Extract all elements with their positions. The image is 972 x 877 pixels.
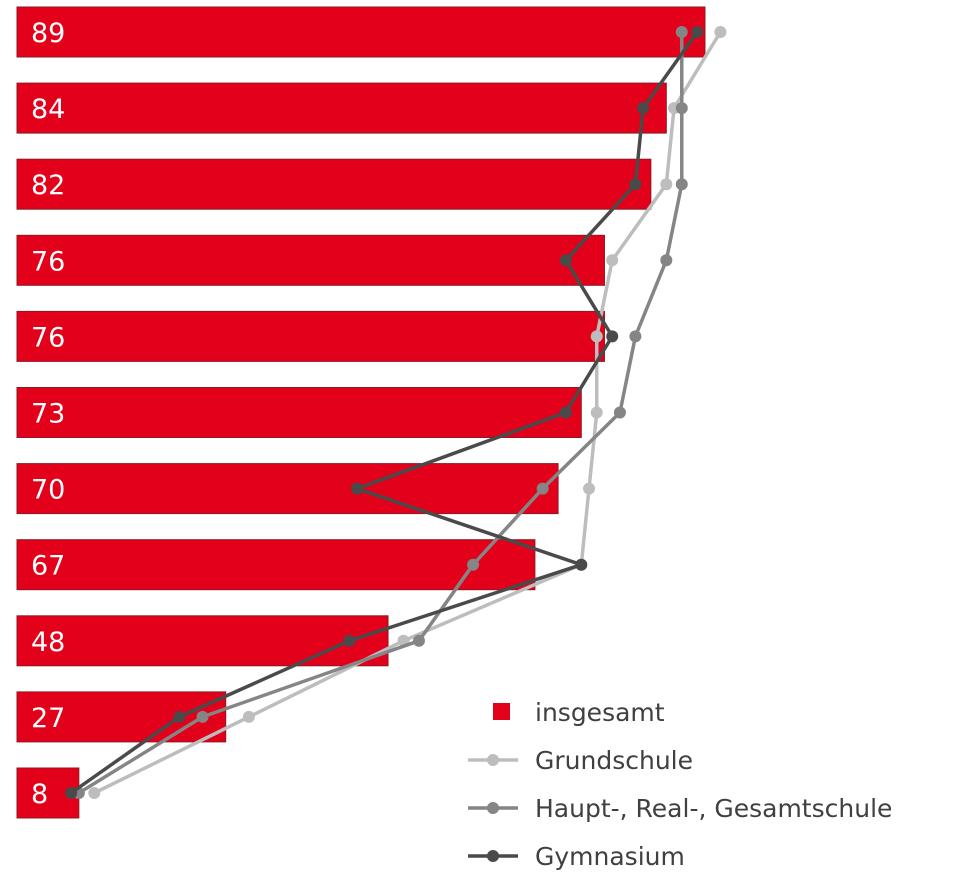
- legend-label: insgesamt: [535, 698, 665, 727]
- series-point: [242, 710, 255, 723]
- bar-value-label: 82: [31, 170, 65, 201]
- series-point: [675, 26, 688, 38]
- bar-value-label: 27: [31, 703, 65, 734]
- series-point: [606, 254, 619, 267]
- series-point: [575, 558, 588, 571]
- legend-swatch-bar: [493, 703, 510, 720]
- series-point: [714, 26, 727, 38]
- series-point: [173, 710, 186, 723]
- series-point: [590, 330, 603, 343]
- legend-label: Gymnasium: [535, 842, 685, 871]
- legend-swatch-marker: [487, 754, 499, 766]
- bar-value-label: 89: [31, 18, 65, 49]
- series-point: [675, 102, 688, 115]
- bar-value-label: 76: [31, 246, 65, 277]
- bar: [16, 158, 652, 210]
- bar-value-label: 84: [31, 94, 65, 125]
- bar-value-label: 76: [31, 322, 65, 353]
- bar: [16, 310, 605, 362]
- bar-value-label: 70: [31, 475, 65, 506]
- legend-label: Grundschule: [535, 746, 693, 775]
- legend: insgesamt Grundschule Haupt-, Real-, Gesam…: [468, 698, 892, 871]
- series-point: [613, 406, 626, 419]
- series-point: [691, 26, 704, 38]
- series-point: [660, 178, 673, 191]
- series-point: [343, 634, 356, 647]
- bar-value-label: 73: [31, 399, 65, 430]
- series-point: [559, 406, 572, 419]
- bar: [16, 615, 389, 667]
- bar-value-label: 67: [31, 551, 65, 582]
- series-point: [629, 330, 642, 343]
- legend-swatch-marker: [487, 802, 499, 814]
- series-point: [583, 482, 596, 495]
- series-point: [675, 178, 688, 191]
- series-point: [637, 102, 650, 115]
- series-point: [536, 482, 549, 495]
- bar: [16, 234, 605, 286]
- legend-label: Haupt-, Real-, Gesamtschule: [535, 794, 892, 823]
- bar: [16, 539, 536, 591]
- series-point: [629, 178, 642, 191]
- series-point: [88, 787, 101, 799]
- bars-layer: 89 84 82 76 76 73 70 67 48 27 8: [16, 6, 706, 819]
- series-point: [351, 482, 364, 495]
- legend-swatch-marker: [487, 850, 499, 862]
- series-point: [606, 330, 619, 343]
- series-point: [65, 787, 78, 799]
- bar: [16, 463, 559, 515]
- series-point: [467, 558, 480, 571]
- bar: [16, 82, 667, 134]
- bar-value-label: 8: [31, 779, 48, 810]
- series-point: [559, 254, 572, 267]
- series-point: [590, 406, 603, 419]
- bar: [16, 387, 582, 438]
- series-point: [196, 710, 209, 723]
- bar: [16, 6, 706, 58]
- series-point: [660, 254, 673, 267]
- lines-layer: [65, 26, 727, 799]
- series-point: [412, 634, 425, 647]
- bar: [16, 691, 227, 743]
- bar-value-label: 48: [31, 627, 65, 658]
